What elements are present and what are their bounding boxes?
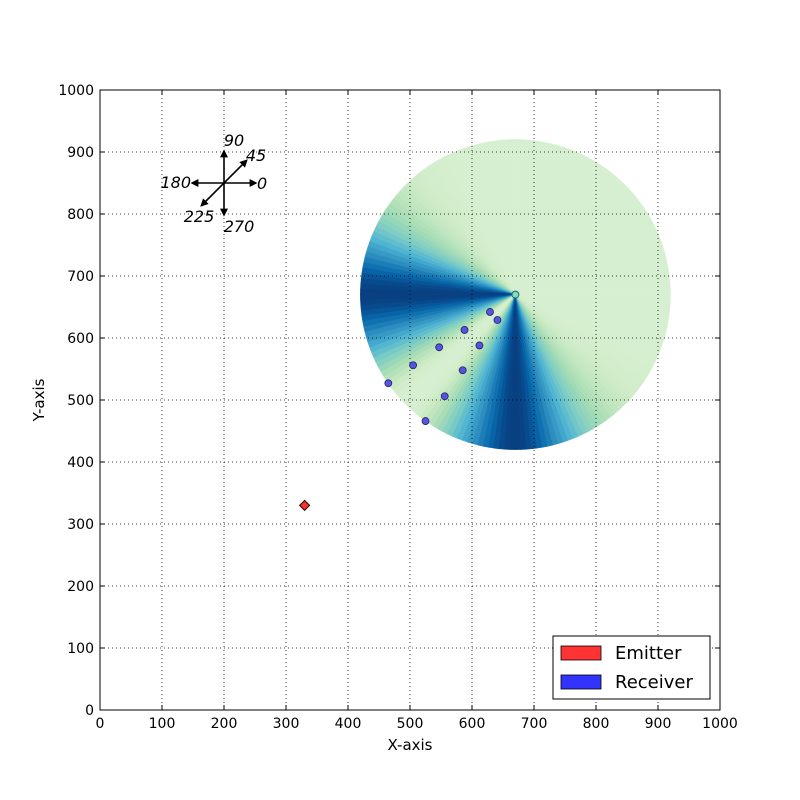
legend-swatch-receiver [560, 674, 602, 690]
x-tick-label: 100 [149, 716, 176, 732]
pattern-wedge [515, 294, 671, 301]
data-marks [298, 308, 502, 512]
x-tick-label: 600 [459, 716, 486, 732]
y-tick-label: 100 [67, 641, 94, 657]
legend-label-emitter: Emitter [615, 643, 682, 664]
x-tick-label: 200 [211, 716, 238, 732]
compass-label-225: 225 [184, 207, 215, 226]
compass-label-45: 45 [246, 146, 266, 165]
y-axis-label: Y-axis [30, 378, 48, 422]
radiation-pattern [360, 139, 671, 450]
receiver-point [493, 316, 502, 324]
receiver-point [458, 366, 467, 375]
y-tick-label: 200 [67, 579, 94, 595]
y-tick-label: 800 [67, 207, 94, 223]
x-tick-label: 400 [335, 716, 362, 732]
x-tick-label: 900 [645, 716, 672, 732]
y-tick-label: 900 [67, 145, 94, 161]
receiver-point [384, 379, 393, 388]
axes: 0 100 200 300 400 500 600 700 800 900 100001002003… [58, 83, 737, 732]
emitter-point [298, 499, 311, 512]
grid [100, 90, 720, 710]
compass-label-180: 180 [160, 173, 191, 192]
receiver-point [421, 417, 430, 425]
y-tick-label: 1000 [58, 83, 94, 99]
y-tick-label: 600 [67, 331, 94, 347]
legend: Emitter Receiver [552, 635, 711, 700]
legend-label-receiver: Receiver [615, 672, 693, 693]
x-tick-label: 700 [521, 716, 548, 732]
pattern-center [511, 290, 520, 299]
x-axis-label: X-axis [388, 736, 433, 754]
compass-arrow-45 [223, 159, 248, 184]
receiver-point [440, 392, 449, 401]
x-tick-label: 0 [96, 716, 105, 732]
x-tick-label: 1000 [702, 716, 738, 732]
receiver-point [460, 326, 469, 334]
y-tick-label: 400 [67, 455, 94, 471]
x-tick-label: 500 [397, 716, 424, 732]
x-tick-label: 300 [273, 716, 300, 732]
compass-label-270: 270 [224, 217, 255, 236]
compass-arrow-225 [200, 182, 225, 207]
y-tick-label: 0 [85, 703, 94, 719]
legend-swatch-emitter [560, 645, 602, 661]
compass-label-90: 90 [224, 131, 244, 150]
receiver-point [486, 308, 494, 316]
y-tick-label: 300 [67, 517, 94, 533]
y-tick-label: 700 [67, 269, 94, 285]
x-tick-label: 800 [583, 716, 610, 732]
receiver-point [475, 341, 484, 350]
y-tick-label: 500 [67, 393, 94, 409]
receiver-point [409, 361, 418, 370]
receiver-point [435, 343, 444, 352]
compass-label-0: 0 [257, 174, 267, 193]
